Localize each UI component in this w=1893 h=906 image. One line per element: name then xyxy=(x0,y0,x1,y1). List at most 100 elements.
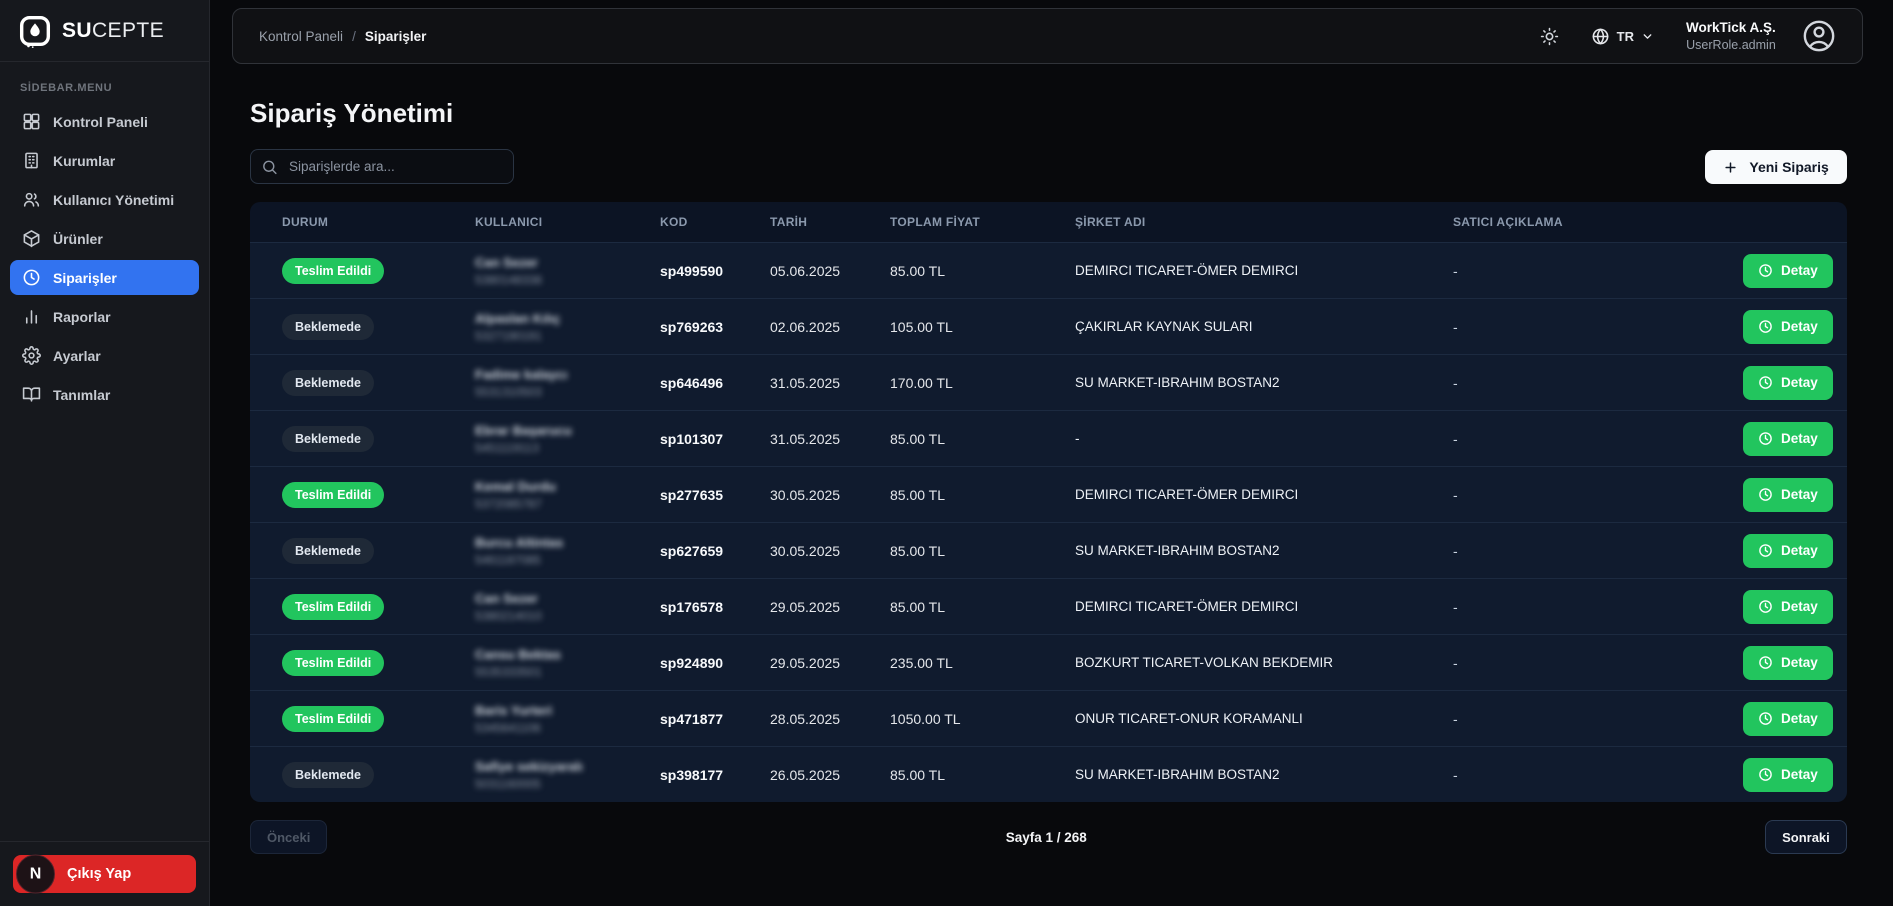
clock-icon xyxy=(1759,768,1772,781)
brand-logo: SUCEPTE xyxy=(0,0,209,62)
clock-icon xyxy=(1759,656,1772,669)
sidebar-item-label: Raporlar xyxy=(53,308,111,325)
page-title: Sipariş Yönetimi xyxy=(250,98,454,128)
search-icon xyxy=(263,160,277,174)
book-open-icon xyxy=(22,387,41,402)
detail-button[interactable]: Detay xyxy=(1743,645,1833,680)
sidebar-item-kurumlar[interactable]: Kurumlar xyxy=(10,143,199,178)
seller-note: - xyxy=(1453,598,1458,615)
previous-page-button[interactable]: Önceki xyxy=(250,820,328,854)
sidebar-item-siparisler[interactable]: Siparişler xyxy=(10,260,199,295)
theme-toggle-button[interactable] xyxy=(1540,27,1559,46)
detail-button[interactable]: Detay xyxy=(1743,757,1833,792)
breadcrumb: Kontrol Paneli / Siparişler xyxy=(259,29,426,44)
order-code: sp627659 xyxy=(660,542,724,559)
clock-icon xyxy=(1759,544,1772,557)
pagination: Önceki Sayfa 1 / 268 Sonraki xyxy=(250,820,1847,854)
company-name: DEMIRCI TICARET-ÖMER DEMIRCI xyxy=(1075,599,1299,614)
seller-note: - xyxy=(1453,430,1458,447)
sidebar: SUCEPTE SİDEBAR.MENU Kontrol Paneli Kuru… xyxy=(0,0,210,906)
order-code: sp471877 xyxy=(660,710,724,727)
clock-icon xyxy=(1759,432,1772,445)
profile-menu-button[interactable] xyxy=(1802,19,1836,53)
new-order-label: Yeni Sipariş xyxy=(1749,159,1829,175)
main-area: Kontrol Paneli / Siparişler TR WorkTick … xyxy=(210,0,1893,906)
table-row: Beklemede Fadime kalaycı 5531310503 sp646… xyxy=(250,354,1847,410)
user-circle-icon xyxy=(1803,20,1835,52)
order-date: 28.05.2025 xyxy=(770,710,841,727)
detail-button[interactable]: Detay xyxy=(1743,421,1833,456)
sidebar-item-kullanici-yonetimi[interactable]: Kullanıcı Yönetimi xyxy=(10,182,199,217)
seller-note: - xyxy=(1453,766,1458,783)
language-selector[interactable]: TR xyxy=(1585,26,1660,47)
sidebar-item-tanimlar[interactable]: Tanımlar xyxy=(10,377,199,412)
clock-icon xyxy=(1759,712,1772,725)
company-name: SU MARKET-IBRAHIM BOSTAN2 xyxy=(1075,375,1280,390)
language-code: TR xyxy=(1616,28,1634,44)
order-code: sp924890 xyxy=(660,654,724,671)
user-name: Fadime kalaycı xyxy=(475,366,568,382)
building-icon xyxy=(25,152,38,169)
table-row: Teslim Edildi Kemal Durdu 5372085787 sp27… xyxy=(250,466,1847,522)
logout-label: Çıkış Yap xyxy=(67,866,132,882)
table-row: Teslim Edildi Baris Yurteri 5345641106 sp… xyxy=(250,690,1847,746)
detail-button[interactable]: Detay xyxy=(1743,365,1833,400)
detail-button[interactable]: Detay xyxy=(1743,253,1833,288)
sidebar-item-kontrol-paneli[interactable]: Kontrol Paneli xyxy=(10,104,199,139)
orders-table: DURUM KULLANICI KOD TARİH TOPLAM FİYAT Ş… xyxy=(250,202,1847,802)
user-phone: 5372085787 xyxy=(475,496,542,511)
new-order-button[interactable]: Yeni Sipariş xyxy=(1705,150,1847,184)
search-box xyxy=(250,149,514,184)
company-name: DEMIRCI TICARET-ÖMER DEMIRCI xyxy=(1075,487,1299,502)
user-info: WorkTick A.Ş. UserRole.admin xyxy=(1686,19,1776,53)
detail-button[interactable]: Detay xyxy=(1743,589,1833,624)
status-badge: Beklemede xyxy=(282,369,375,396)
plus-icon xyxy=(1725,161,1737,173)
status-badge: Beklemede xyxy=(282,313,375,340)
user-name: Burcu Altintas xyxy=(475,534,564,550)
bar-chart-icon xyxy=(25,310,38,324)
company-name: SU MARKET-IBRAHIM BOSTAN2 xyxy=(1075,543,1280,558)
table-row: Beklemede Burcu Altintas 5461187085 sp627… xyxy=(250,522,1847,578)
clock-icon xyxy=(23,269,40,286)
water-drop-logo-icon xyxy=(18,14,52,48)
next-page-button[interactable]: Sonraki xyxy=(1765,820,1847,854)
table-row: Teslim Edildi Can Sezer 5380214010 sp1765… xyxy=(250,578,1847,634)
sidebar-item-label: Kurumlar xyxy=(53,152,116,169)
column-header-satici-aciklama: SATICI AÇIKLAMA xyxy=(1453,215,1563,229)
column-header-kullanici: KULLANICI xyxy=(475,215,543,229)
seller-note: - xyxy=(1453,374,1458,391)
detail-button[interactable]: Detay xyxy=(1743,477,1833,512)
users-icon xyxy=(23,192,40,207)
sun-icon xyxy=(1540,27,1558,45)
order-date: 26.05.2025 xyxy=(770,766,841,783)
user-role: UserRole.admin xyxy=(1686,37,1776,52)
page-indicator: Sayfa 1 / 268 xyxy=(1005,829,1087,845)
sidebar-item-ayarlar[interactable]: Ayarlar xyxy=(10,338,199,373)
sidebar-section-label: SİDEBAR.MENU xyxy=(20,82,113,94)
sidebar-item-raporlar[interactable]: Raporlar xyxy=(10,299,199,334)
column-header-tarih: TARİH xyxy=(770,215,808,229)
order-total: 170.00 TL xyxy=(890,374,953,391)
user-phone: 5531310503 xyxy=(475,384,542,399)
order-code: sp101307 xyxy=(660,430,724,447)
order-code: sp398177 xyxy=(660,766,724,783)
detail-button[interactable]: Detay xyxy=(1743,309,1833,344)
detail-button-label: Detay xyxy=(1781,263,1818,278)
order-total: 85.00 TL xyxy=(890,766,946,783)
detail-button[interactable]: Detay xyxy=(1743,533,1833,568)
order-code: sp769263 xyxy=(660,318,724,335)
search-input[interactable] xyxy=(250,149,514,184)
detail-button[interactable]: Detay xyxy=(1743,701,1833,736)
sidebar-item-urunler[interactable]: Ürünler xyxy=(10,221,199,256)
logout-button[interactable]: N Çıkış Yap xyxy=(13,854,196,894)
user-name: Alpaslan Kılıç xyxy=(475,310,561,326)
column-header-toplam-fiyat: TOPLAM FİYAT xyxy=(890,215,981,229)
detail-button-label: Detay xyxy=(1781,543,1818,558)
detail-button-label: Detay xyxy=(1781,319,1818,334)
brand-name: SUCEPTE xyxy=(62,18,164,42)
breadcrumb-parent[interactable]: Kontrol Paneli xyxy=(259,28,344,44)
table-row: Teslim Edildi Cansu Bektas 5535333501 sp9… xyxy=(250,634,1847,690)
status-badge: Beklemede xyxy=(282,537,375,564)
user-phone: 5535333501 xyxy=(475,664,542,679)
